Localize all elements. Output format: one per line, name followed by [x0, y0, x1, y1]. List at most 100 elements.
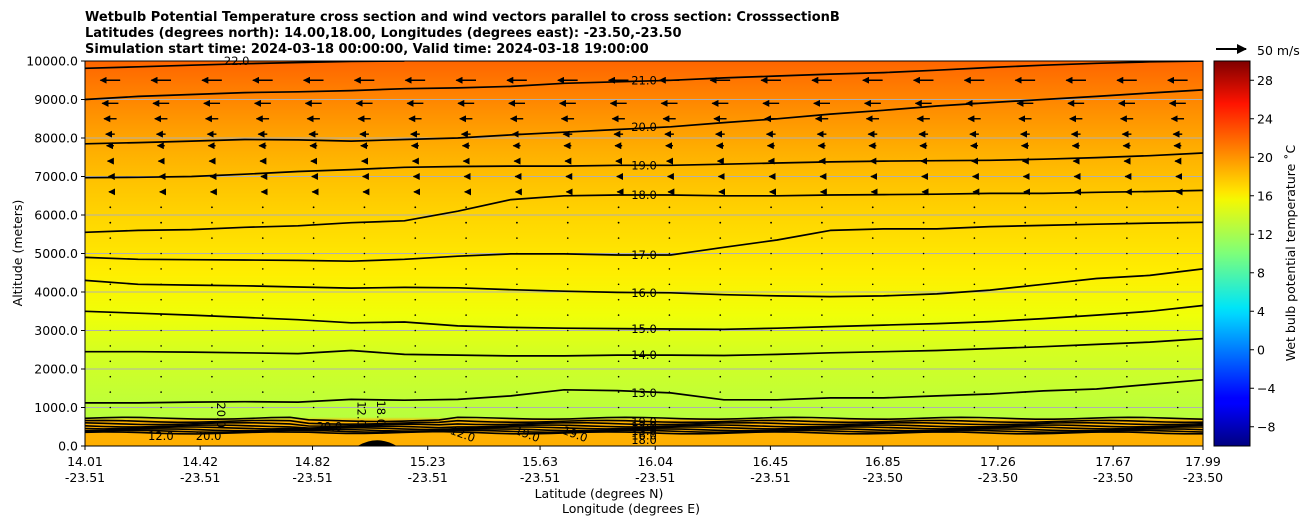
wind-vector: [160, 252, 162, 255]
wind-vector: [617, 252, 620, 255]
wind-vector: [160, 314, 162, 316]
plot-area: 13.014.015.016.017.018.019.020.021.022.0…: [84, 54, 1204, 447]
contour-label: 20.0: [196, 429, 222, 443]
wind-vector: [312, 391, 315, 393]
wind-vector: [516, 252, 518, 255]
wind-vector: [922, 252, 925, 255]
wind-vector: [465, 206, 467, 209]
wind-vector: [1176, 375, 1179, 378]
wind-vector: [109, 298, 112, 301]
wind-vector: [668, 237, 671, 239]
wind-vector: [821, 406, 823, 409]
wind-vector: [668, 221, 671, 224]
x-tick-label-lon: -23.50: [1183, 470, 1223, 485]
x-tick-label-lat: 17.26: [980, 454, 1016, 469]
wind-vector: [1024, 375, 1027, 378]
near-surface-contour: [85, 416, 1203, 423]
wind-vector: [719, 283, 722, 286]
wind-vector: [1126, 329, 1128, 332]
wind-vector: [973, 283, 976, 286]
contour-label: 18.0: [374, 400, 388, 426]
colorbar: −8 −4 0 4 8 12 16 20 24 28 Wet bulb potential tem…: [1213, 60, 1298, 447]
wind-vector: [465, 314, 467, 316]
wind-vector: [973, 314, 976, 316]
wind-vector: [211, 314, 213, 316]
wind-vector: [719, 206, 722, 209]
wind-vector: [109, 345, 112, 347]
wind-vector: [770, 345, 772, 347]
wind-vector: [668, 375, 671, 378]
wind-vector: [617, 345, 620, 347]
contour-label: 19.0: [631, 158, 657, 172]
near-surface-contour: [85, 419, 1203, 426]
wind-vector: [617, 206, 620, 209]
x-tick-label-lat: 16.45: [753, 454, 789, 469]
wind-vector: [668, 329, 671, 332]
x-tick-label-lat: 15.23: [410, 454, 446, 469]
wind-vector: [109, 237, 112, 239]
wind-vector: [973, 252, 976, 255]
colorbar-tick-label: 12: [1257, 227, 1273, 242]
wind-vector: [516, 237, 518, 239]
wind-vector: [312, 252, 315, 255]
contour-label: 12.0: [148, 429, 174, 443]
wind-vector: [821, 375, 823, 378]
wind-vector: [922, 268, 925, 270]
wind-vector: [973, 268, 976, 270]
wind-vector: [312, 206, 315, 209]
x-axis-label-latitude: Latitude (degrees N): [535, 486, 664, 501]
contour-line: [85, 378, 1203, 404]
wind-vector: [414, 237, 417, 239]
wind-vector: [516, 391, 518, 393]
wind-vector: [160, 329, 162, 332]
wind-vector: [566, 283, 569, 286]
wind-vector: [973, 345, 976, 347]
contour-label: 12.0: [354, 401, 368, 427]
wind-vector: [1024, 283, 1027, 286]
wind-vector: [719, 329, 722, 332]
wind-vector: [1075, 314, 1077, 316]
chart-title: Wetbulb Potential Temperature cross sect…: [85, 10, 840, 57]
contour-label: 12.0: [631, 420, 657, 434]
wind-vector: [566, 252, 569, 255]
colorbar-tick-label: 28: [1257, 73, 1273, 88]
x-tick-label-lat: 17.67: [1095, 454, 1131, 469]
wind-vector: [414, 314, 417, 316]
wind-vector: [1176, 221, 1179, 224]
wind-vector: [363, 375, 366, 378]
wind-vector: [261, 298, 264, 301]
wind-vector: [1024, 237, 1027, 239]
wind-vector: [465, 268, 467, 270]
contour-label: 18.0: [631, 433, 657, 447]
wind-vector: [719, 221, 722, 224]
contour-line: [85, 221, 1203, 263]
wind-vector: [1024, 406, 1027, 409]
wind-vector: [1024, 391, 1027, 393]
wind-vector: [821, 391, 823, 393]
wind-vector: [261, 314, 264, 316]
wind-vector: [617, 283, 620, 286]
wind-vector: [821, 206, 823, 209]
contour-label: 13.0: [631, 386, 657, 400]
wind-vector: [160, 375, 162, 378]
wind-vector: [617, 329, 620, 332]
wind-vector: [160, 206, 163, 209]
wind-vector: [414, 391, 417, 393]
wind-vector: [566, 237, 569, 239]
y-tick-label: 7000.0: [34, 169, 78, 184]
surface-feature: [357, 440, 397, 446]
wind-vector: [770, 375, 772, 378]
contour-line: [85, 337, 1203, 357]
wind-vector: [973, 329, 976, 332]
wind-vector: [973, 391, 976, 393]
wind-vector: [1075, 329, 1077, 332]
wind-vector: [770, 252, 772, 255]
wind-vector: [1075, 252, 1077, 255]
wind-vector: [922, 360, 925, 363]
wind-vector: [211, 360, 213, 363]
wind-vector: [109, 360, 112, 363]
contour-label: 13.0: [631, 424, 657, 438]
wind-vector: [821, 268, 823, 270]
wind-vector: [566, 268, 569, 270]
wind-vector: [719, 375, 722, 378]
